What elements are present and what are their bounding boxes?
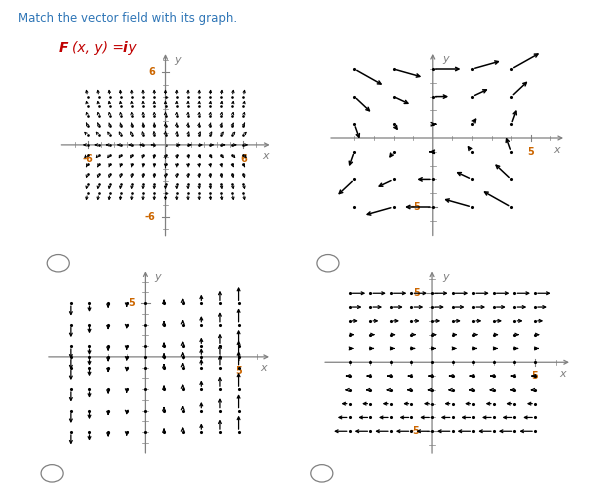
Text: 5: 5 <box>414 288 421 298</box>
Text: x: x <box>554 144 560 155</box>
Text: x: x <box>260 364 267 373</box>
Text: F: F <box>58 41 67 55</box>
Text: i: i <box>123 41 128 55</box>
Text: -5: -5 <box>409 426 421 436</box>
Text: 5: 5 <box>531 371 538 381</box>
Text: -6: -6 <box>145 213 156 222</box>
Text: (x, y) = y: (x, y) = y <box>72 41 136 55</box>
Text: 6: 6 <box>149 68 156 77</box>
Text: y: y <box>443 272 449 282</box>
Text: y: y <box>443 54 449 64</box>
Text: -5: -5 <box>411 202 422 212</box>
Text: y: y <box>174 55 181 65</box>
Text: 5: 5 <box>527 147 535 156</box>
Text: x: x <box>559 369 566 379</box>
Text: x: x <box>262 152 269 161</box>
Text: y: y <box>154 271 161 282</box>
Text: 5: 5 <box>235 366 242 376</box>
Text: -6: -6 <box>82 154 93 164</box>
Text: 5: 5 <box>128 298 135 308</box>
Text: 6: 6 <box>240 154 247 164</box>
Text: Match the vector field with its graph.: Match the vector field with its graph. <box>18 12 237 25</box>
